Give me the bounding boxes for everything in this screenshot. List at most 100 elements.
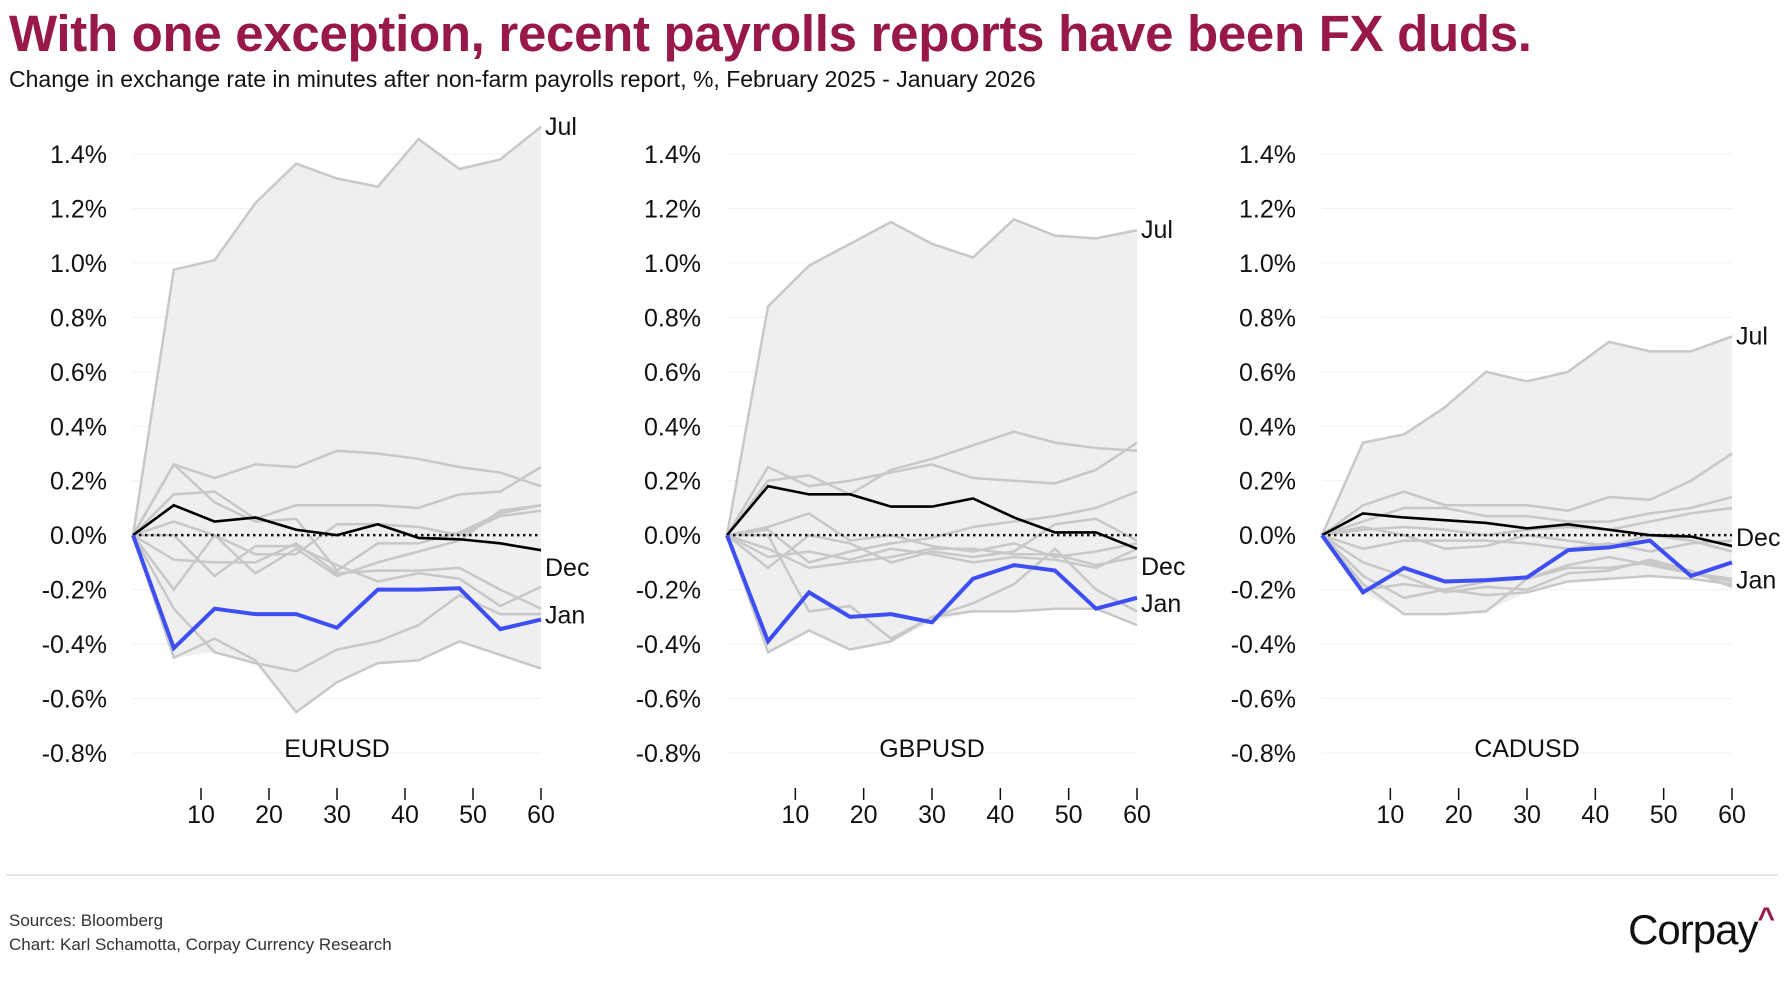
y-tick-label: 0.8%	[644, 304, 701, 332]
y-tick-label: 1.4%	[644, 141, 701, 169]
x-tick-label: 60	[1123, 801, 1151, 829]
x-tick-label: 60	[1718, 801, 1746, 829]
series-line-other	[725, 534, 1138, 655]
chart-title: With one exception, recent payrolls repo…	[9, 5, 1532, 62]
range-band	[1322, 336, 1732, 615]
series-line-other	[131, 509, 542, 592]
y-tick-label: -0.6%	[42, 686, 107, 714]
series-line-other	[725, 441, 1138, 536]
y-tick-label: 0.4%	[50, 413, 107, 441]
series-label-dec: Dec	[545, 554, 589, 582]
series-label-dec: Dec	[1141, 553, 1185, 581]
series-line-other	[726, 490, 1138, 564]
x-tick-label: 30	[1513, 801, 1541, 829]
series-line-dec	[1321, 512, 1733, 548]
y-tick-label: 1.0%	[1239, 250, 1296, 278]
series-line-jul	[725, 217, 1138, 536]
logo-caret-icon: ^	[1757, 902, 1775, 935]
series-line-jan	[131, 534, 542, 652]
series-line-jan	[725, 534, 1138, 646]
x-tick-label: 30	[323, 801, 351, 829]
series-line-other	[1321, 506, 1733, 537]
y-tick-label: 0.8%	[1239, 304, 1296, 332]
series-line-dec	[132, 503, 542, 552]
x-tick-label: 60	[527, 801, 555, 829]
y-tick-label: -0.4%	[1231, 631, 1296, 659]
series-line-other	[131, 449, 542, 536]
y-tick-label: -0.8%	[1231, 740, 1296, 768]
panel-gbpusd: 1.4% 1.2% 1.0% 0.8% 0.6% 0.4% 0.2% 0.0% -0.2% -0.…	[636, 141, 1186, 829]
y-tick-label: 1.4%	[50, 141, 107, 169]
y-tick-label: 1.0%	[644, 250, 701, 278]
x-tick-label: 40	[986, 801, 1014, 829]
y-tick-label: 0.2%	[644, 468, 701, 496]
y-tick-label: -0.8%	[636, 740, 701, 768]
logo-text: Corpay	[1628, 906, 1758, 953]
y-tick-label: 1.2%	[644, 195, 701, 223]
y-tick-label: -0.6%	[636, 686, 701, 714]
series-line-other	[1321, 534, 1733, 594]
series-line-other	[726, 517, 1138, 570]
chart-credit: Chart: Karl Schamotta, Corpay Currency R…	[9, 935, 392, 954]
y-tick-label: -0.4%	[636, 631, 701, 659]
panel-eurusd: 1.4% 1.2% 1.0% 0.8% 0.6% 0.4% 0.2% 0.0% -0.2% -0.…	[42, 113, 590, 829]
series-line-other	[726, 533, 1138, 570]
y-tick-label: -0.8%	[42, 740, 107, 768]
series-line-other	[132, 503, 542, 578]
panel-title: EURUSD	[284, 735, 390, 763]
y-tick-label: 1.2%	[1239, 195, 1296, 223]
series-line-other	[1321, 452, 1733, 537]
y-tick-label: 0.6%	[50, 359, 107, 387]
panel-title: CADUSD	[1474, 735, 1580, 763]
y-tick-label: 0.4%	[644, 413, 701, 441]
series-label-jan: Jan	[1141, 590, 1181, 618]
y-tick-label: 1.2%	[50, 195, 107, 223]
x-tick-label: 20	[1445, 801, 1473, 829]
series-line-other	[131, 534, 542, 714]
chart-subtitle: Change in exchange rate in minutes after…	[9, 66, 1036, 93]
y-tick-label: -0.2%	[1231, 577, 1296, 605]
x-tick-label: 50	[1650, 801, 1678, 829]
panel-cadusd: 1.4% 1.2% 1.0% 0.8% 0.6% 0.4% 0.2% 0.0% -0.2% -0.…	[1231, 141, 1781, 829]
x-tick-label: 40	[1581, 801, 1609, 829]
y-tick-label: 1.0%	[50, 250, 107, 278]
y-tick-label: 0.0%	[50, 522, 107, 550]
series-label-jul: Jul	[1736, 322, 1768, 350]
y-tick-label: -0.6%	[1231, 686, 1296, 714]
series-label-jul: Jul	[545, 113, 577, 141]
x-tick-label: 20	[850, 801, 878, 829]
y-tick-label: 0.0%	[1239, 522, 1296, 550]
range-band	[727, 219, 1137, 653]
y-tick-label: -0.2%	[636, 577, 701, 605]
series-label-jan: Jan	[545, 602, 585, 630]
x-tick-label: 30	[918, 801, 946, 829]
series-line-jul	[1320, 335, 1733, 536]
series-line-other	[1321, 534, 1733, 597]
y-tick-label: 0.6%	[1239, 359, 1296, 387]
y-tick-label: -0.2%	[42, 577, 107, 605]
sources-note: Sources: Bloomberg	[9, 911, 164, 930]
series-line-other	[1321, 533, 1733, 553]
series-label-jul: Jul	[1141, 216, 1173, 244]
series-line-jan	[1320, 534, 1733, 596]
y-tick-label: 0.2%	[1239, 468, 1296, 496]
y-tick-label: -0.4%	[42, 631, 107, 659]
x-tick-label: 10	[781, 801, 809, 829]
subtitle-main: Change in exchange rate in minutes after…	[9, 66, 720, 92]
x-tick-label: 20	[255, 801, 283, 829]
series-line-other	[131, 462, 542, 573]
series-line-other	[132, 534, 542, 610]
x-tick-label: 40	[391, 801, 419, 829]
series-line-dec	[726, 484, 1138, 551]
panel-title: GBPUSD	[879, 735, 985, 763]
series-label-dec: Dec	[1736, 524, 1780, 552]
y-tick-label: 0.0%	[644, 522, 701, 550]
y-tick-label: 0.6%	[644, 359, 701, 387]
x-tick-label: 50	[459, 801, 487, 829]
series-line-other	[726, 512, 1138, 559]
y-tick-label: 0.8%	[50, 304, 107, 332]
x-tick-label: 10	[187, 801, 215, 829]
y-tick-label: 0.4%	[1239, 413, 1296, 441]
series-line-other	[132, 466, 542, 537]
footer-divider	[6, 874, 1778, 876]
